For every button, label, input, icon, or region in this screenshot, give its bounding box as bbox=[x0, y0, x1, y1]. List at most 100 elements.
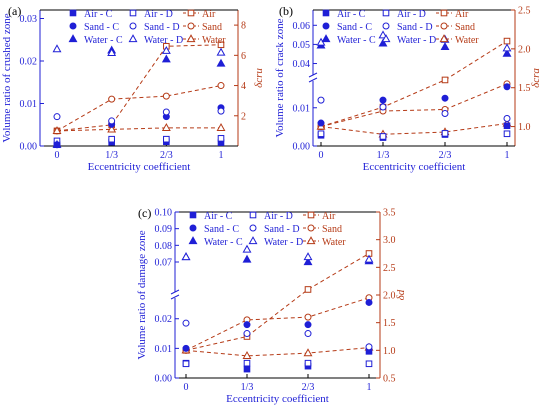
legend-label: Sand - C bbox=[84, 22, 119, 33]
point-sand-d bbox=[108, 117, 116, 125]
legend-marker bbox=[440, 9, 448, 17]
legend-label: Sand - D bbox=[397, 22, 433, 33]
axis-break-mark bbox=[308, 72, 318, 78]
point-sand-d bbox=[317, 96, 325, 104]
point-sand-c bbox=[304, 321, 312, 329]
point-water-c bbox=[52, 139, 62, 148]
legend-marker bbox=[322, 22, 330, 30]
axis-break-mark bbox=[170, 289, 180, 295]
y-tick-label-left: 0.00 bbox=[155, 374, 173, 385]
point-air bbox=[217, 41, 225, 49]
y-tick-label-left: 0.09 bbox=[155, 224, 173, 235]
y-tick-label-left: 0.03 bbox=[20, 14, 38, 25]
point-air-d bbox=[441, 130, 449, 137]
legend-label: Water - C bbox=[84, 35, 123, 46]
legend-marker bbox=[322, 9, 330, 17]
y-tick-label-left: 0.08 bbox=[155, 241, 173, 252]
legend-label: Air bbox=[455, 9, 469, 20]
x-tick-label: 1 bbox=[219, 150, 224, 161]
legend-label: Water bbox=[202, 35, 226, 46]
series-line-sand bbox=[320, 83, 508, 128]
legend-label: Sand bbox=[455, 22, 475, 33]
point-air-d bbox=[163, 135, 170, 143]
point-air-d bbox=[379, 133, 387, 140]
y-tick-label-right: 3.5 bbox=[383, 208, 396, 219]
legend-marker bbox=[69, 22, 77, 30]
point-sand-d bbox=[365, 343, 373, 351]
axis-break-mark bbox=[170, 294, 180, 300]
legend-label: Air - C bbox=[337, 9, 366, 20]
y-tick-label-left: 0.07 bbox=[155, 258, 173, 269]
x-axis-label: Eccentricity coefficient bbox=[88, 161, 191, 173]
point-sand-c bbox=[503, 83, 511, 91]
point-sand-d bbox=[379, 103, 387, 111]
point-water-c bbox=[378, 38, 388, 47]
legend-marker bbox=[439, 34, 449, 43]
point-water-d bbox=[364, 254, 374, 263]
point-water-d bbox=[303, 252, 313, 261]
y-tick-label-left: 0.00 bbox=[293, 142, 311, 153]
y-tick-label-left: 0.02 bbox=[155, 314, 173, 325]
point-air-d bbox=[182, 360, 190, 368]
panel-label: (a) bbox=[8, 4, 21, 18]
y-tick-label-right: 1.5 bbox=[518, 83, 531, 94]
y-axis-label-left: Volume ratio of damage zone bbox=[136, 230, 148, 359]
y-tick-label-right: 4 bbox=[241, 81, 246, 92]
point-water-d bbox=[242, 244, 252, 253]
point-water-c bbox=[440, 42, 450, 50]
y-tick-label-left: 0.00 bbox=[20, 142, 38, 153]
series-line-sand bbox=[185, 297, 370, 351]
point-air bbox=[304, 286, 312, 293]
point-air-d bbox=[243, 359, 251, 367]
series-line-air bbox=[185, 253, 370, 351]
point-air-d bbox=[503, 130, 511, 138]
legend-marker bbox=[187, 22, 195, 30]
point-sand-d bbox=[243, 330, 251, 338]
chart-panel-0: 0.00 0.01 0.02 0.03 2 4 6 8 0 1/3 2/3 1 Eccentricity… bbox=[1, 4, 265, 173]
legend-label: Water - D bbox=[264, 237, 303, 248]
point-water bbox=[303, 348, 313, 357]
legend-label: Air - C bbox=[204, 211, 233, 222]
point-sand bbox=[108, 95, 116, 103]
point-water-c bbox=[502, 48, 512, 57]
y-tick-label-right: 8 bbox=[241, 21, 246, 32]
y-tick-label-left: 0.05 bbox=[293, 40, 311, 51]
legend-marker bbox=[382, 22, 390, 30]
y-tick-label-left: 0.10 bbox=[155, 208, 173, 219]
legend-marker bbox=[186, 34, 196, 43]
x-axis-label: Eccentricity coefficient bbox=[363, 161, 466, 173]
point-sand bbox=[217, 82, 225, 90]
x-tick-label: 1/3 bbox=[105, 150, 118, 161]
legend-marker bbox=[249, 224, 257, 232]
y-tick-label-left: 0.02 bbox=[20, 57, 38, 68]
x-tick-label: 0 bbox=[184, 382, 189, 393]
y-axis-label-left: Volume ratio of crushed zone bbox=[1, 13, 13, 142]
y-axis-label-left: Volume ratio of crack zone bbox=[274, 18, 286, 137]
x-tick-label: 1/3 bbox=[377, 150, 390, 161]
legend-marker bbox=[249, 211, 257, 219]
x-tick-label: 2/3 bbox=[302, 382, 315, 393]
series-line-sand bbox=[56, 85, 222, 132]
y-tick-label-left: 0.04 bbox=[293, 59, 311, 70]
y-tick-label-right: 2.5 bbox=[383, 263, 396, 274]
x-tick-label: 1 bbox=[367, 382, 372, 393]
legend-marker bbox=[189, 211, 197, 219]
legend-label: Water - C bbox=[337, 35, 376, 46]
x-tick-label: 0 bbox=[55, 150, 60, 161]
point-sand-d bbox=[503, 114, 511, 122]
legend-label: Air bbox=[322, 211, 336, 222]
legend-label: Air - D bbox=[264, 211, 293, 222]
series-line-air bbox=[320, 40, 508, 128]
y-tick-label-right: 2.0 bbox=[383, 291, 396, 302]
y-tick-label-right: 6 bbox=[241, 51, 246, 62]
legend-marker bbox=[129, 22, 137, 30]
series-line-water bbox=[320, 122, 508, 135]
legend-marker bbox=[69, 9, 77, 17]
series-line-water bbox=[185, 347, 370, 357]
x-tick-label: 2/3 bbox=[160, 150, 173, 161]
legend-marker bbox=[129, 9, 137, 17]
y-tick-label-right: 0.5 bbox=[383, 374, 396, 385]
legend-label: Water - C bbox=[204, 237, 243, 248]
y-axis-label-right: δcru bbox=[253, 68, 265, 88]
point-sand-c bbox=[379, 96, 387, 104]
